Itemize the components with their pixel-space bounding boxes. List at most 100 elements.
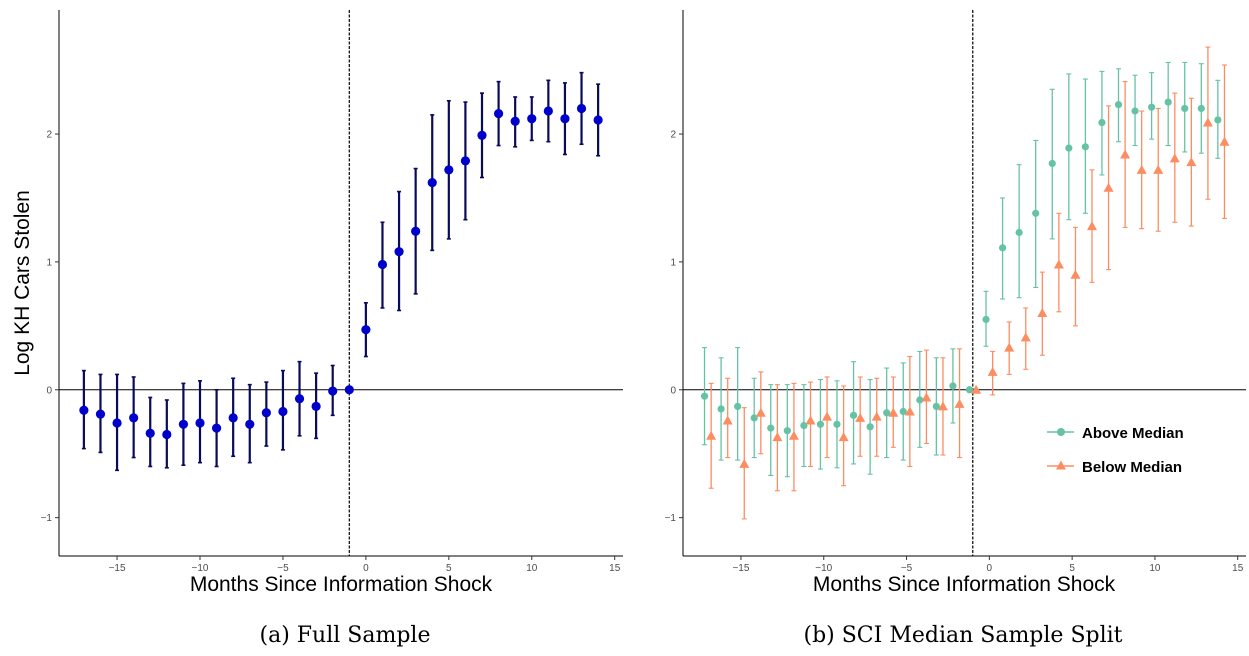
panel-a-series-point bbox=[543, 106, 553, 116]
panel-a-series-point bbox=[576, 103, 587, 114]
panel-b-above-median-point bbox=[1114, 101, 1123, 109]
panel-a-series-point bbox=[377, 259, 388, 270]
panel-a-series-point bbox=[361, 325, 371, 335]
panel-b-above-median-point bbox=[717, 405, 725, 413]
panel-b-below-median-point bbox=[888, 407, 899, 417]
panel-b-above-median-point bbox=[998, 244, 1007, 252]
panel-b-xtick-label: 5 bbox=[1069, 563, 1075, 574]
panel-b-below-median-point bbox=[855, 412, 866, 422]
panel-b-above-median-point bbox=[932, 402, 940, 410]
panel-a-ylabel: Log KH Cars Stolen bbox=[11, 190, 34, 376]
panel-a-xtick-label: −10 bbox=[192, 563, 209, 574]
panel-b-below-median-point bbox=[1136, 164, 1147, 174]
panel-b-above-median-point bbox=[949, 382, 957, 390]
panel-b-above-median-point bbox=[1048, 159, 1056, 168]
legend-below-median-label: Below Median bbox=[1082, 459, 1182, 476]
legend-below-median-marker bbox=[1056, 460, 1066, 470]
panel-b-below-median-point bbox=[1153, 164, 1164, 174]
panel-b-above-median-point bbox=[767, 424, 775, 432]
panel-a-series-point bbox=[460, 156, 471, 166]
panel-a-series-point bbox=[211, 423, 222, 433]
panel-b-xtick-label: 15 bbox=[1232, 563, 1244, 574]
panel-a-xtick-label: 15 bbox=[609, 563, 621, 574]
panel-a-series-point bbox=[560, 114, 570, 124]
panel-b-ytick-label: −1 bbox=[665, 513, 677, 524]
panel-a-series-point bbox=[477, 130, 487, 140]
legend-above-median-label: Above Median bbox=[1082, 425, 1184, 442]
panel-b-above-median-point bbox=[750, 414, 758, 422]
panel-a-ytick-label: 1 bbox=[46, 257, 52, 268]
panel-b-above-median-point bbox=[982, 315, 990, 324]
panel-a-series-point bbox=[510, 116, 520, 126]
panel-b-above-median-point bbox=[1098, 118, 1106, 127]
panel-a-series-point bbox=[394, 247, 404, 257]
panel-a-series-point bbox=[411, 226, 421, 236]
panel-b-above-median-point bbox=[899, 407, 907, 416]
panel-b-above-median-point bbox=[1181, 104, 1189, 113]
panel-b-above-median-point bbox=[1148, 103, 1156, 111]
panel-b-above-median-point bbox=[1164, 98, 1172, 106]
panel-b-above-median-point bbox=[1065, 144, 1073, 152]
panel-b-below-median-point bbox=[1169, 153, 1180, 163]
panel-a-series-point bbox=[178, 419, 189, 429]
legend-above-median-marker bbox=[1057, 428, 1065, 436]
panel-a-series-point bbox=[112, 418, 122, 428]
panel-b-below-median-point bbox=[739, 458, 750, 468]
panel-b-above-median-point bbox=[1214, 116, 1222, 124]
panel-b-above-median-point bbox=[1032, 209, 1040, 217]
panel-b-above-median-point bbox=[1015, 228, 1023, 237]
panel-b-below-median-point bbox=[971, 384, 982, 394]
panel-b-xlabel: Months Since Information Shock bbox=[813, 573, 1116, 596]
panel-a-xtick-label: −5 bbox=[277, 563, 289, 574]
panel-b-below-median-point bbox=[838, 432, 849, 442]
panel-b-xtick-label: −10 bbox=[815, 563, 832, 574]
panel-b-above-median-point bbox=[833, 420, 841, 428]
panel-a-series-point bbox=[129, 413, 139, 423]
panel-b-ytick-label: 1 bbox=[670, 257, 676, 268]
panel-a-series-point bbox=[95, 409, 106, 419]
panel-b-xtick-label: −5 bbox=[901, 563, 913, 574]
panel-b-below-median-point bbox=[772, 432, 783, 442]
panel-a-series-point bbox=[261, 408, 271, 418]
panel-b-xtick-label: 10 bbox=[1149, 563, 1161, 574]
panel-b-below-median-point bbox=[788, 430, 799, 440]
panel-b-below-median-point bbox=[722, 415, 733, 425]
panel-a-series-point bbox=[228, 413, 238, 423]
panel-a-caption: (a) Full Sample bbox=[260, 623, 431, 648]
panel-a-xtick-label: 0 bbox=[363, 563, 369, 574]
panel-a-series-point bbox=[245, 419, 255, 429]
panel-b-below-median-point bbox=[1004, 342, 1015, 352]
panel-b-above-median-point bbox=[1197, 104, 1205, 113]
panel-b-above-median-point bbox=[1131, 107, 1139, 115]
panel-b-ytick-label: 0 bbox=[670, 385, 676, 396]
panel-b-below-median-point bbox=[1070, 269, 1081, 279]
panel-b-below-median-point bbox=[937, 401, 948, 411]
panel-b-above-median-point bbox=[883, 409, 891, 417]
panel-a-series-point bbox=[162, 429, 172, 440]
panel-b-below-median-point bbox=[904, 406, 915, 416]
panel-b-above-median-point bbox=[965, 386, 974, 394]
panel-b-below-median-point bbox=[1120, 149, 1131, 159]
panel-b-below-median-point bbox=[1219, 136, 1230, 146]
panel-a-ytick-label: 0 bbox=[46, 385, 52, 396]
panel-a-series-point bbox=[427, 178, 437, 188]
panel-a-series-point bbox=[593, 115, 603, 125]
panel-a-series-point bbox=[145, 428, 155, 438]
panel-b-below-median-point bbox=[987, 366, 998, 376]
panel-b-below-median-point bbox=[822, 411, 833, 421]
panel-b-below-median-point bbox=[1202, 117, 1213, 127]
panel-a-ytick-label: −1 bbox=[41, 513, 53, 524]
panel-a-series-point bbox=[444, 165, 454, 175]
panel-b-above-median-point bbox=[800, 421, 808, 430]
panel-a-series-point bbox=[79, 405, 89, 415]
panel-b-below-median-point bbox=[1020, 332, 1031, 342]
panel-b-above-median-point bbox=[816, 420, 825, 428]
panel-b-below-median-point bbox=[1053, 259, 1064, 269]
panel-a-xtick-label: 5 bbox=[446, 563, 452, 574]
panel-b-above-median-point bbox=[700, 392, 709, 400]
